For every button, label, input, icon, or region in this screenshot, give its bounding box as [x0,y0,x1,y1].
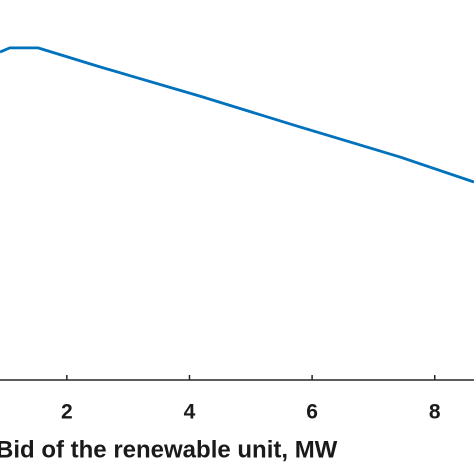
x-tick-label: 8 [429,401,441,424]
x-tick-label: 2 [61,401,73,424]
data-line [0,46,474,184]
x-tick-label: 6 [306,401,318,424]
x-axis-label: Bid of the renewable unit, MW [0,436,338,463]
x-tick-label: 4 [184,401,196,424]
